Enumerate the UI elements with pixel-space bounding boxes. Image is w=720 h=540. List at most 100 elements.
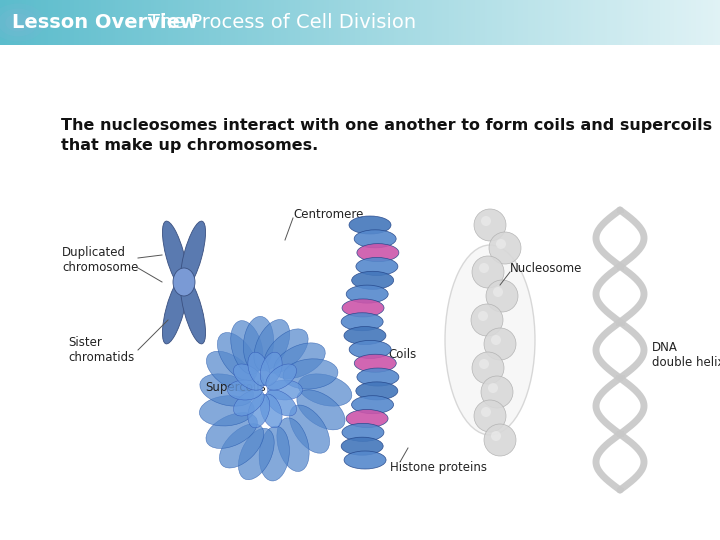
Bar (502, 0, 504, 45)
Bar (2, 0, 5, 45)
Bar (610, 0, 612, 45)
Bar (499, 0, 502, 45)
Bar (394, 0, 396, 45)
Bar (459, 0, 461, 45)
Bar (552, 0, 554, 45)
Bar (583, 0, 585, 45)
Bar (617, 0, 619, 45)
Bar (279, 0, 281, 45)
Ellipse shape (260, 394, 282, 428)
Bar (175, 0, 178, 45)
Bar (619, 0, 621, 45)
Bar (425, 0, 427, 45)
Text: Centromere: Centromere (293, 208, 364, 221)
Bar (624, 0, 626, 45)
Bar (274, 0, 276, 45)
Bar (657, 0, 660, 45)
Bar (351, 0, 353, 45)
Bar (113, 0, 115, 45)
Ellipse shape (297, 390, 345, 430)
Bar (509, 0, 511, 45)
Bar (562, 0, 564, 45)
Bar (648, 0, 650, 45)
Bar (588, 0, 590, 45)
Circle shape (491, 335, 501, 345)
Bar (497, 0, 499, 45)
Ellipse shape (354, 230, 396, 248)
Bar (60, 0, 63, 45)
Bar (81, 0, 84, 45)
Bar (698, 0, 701, 45)
Text: Coils: Coils (388, 348, 416, 361)
Bar (204, 0, 207, 45)
Circle shape (484, 328, 516, 360)
Ellipse shape (248, 394, 270, 428)
Bar (142, 0, 144, 45)
Bar (63, 0, 65, 45)
Bar (423, 0, 425, 45)
Circle shape (489, 232, 521, 264)
Bar (466, 0, 468, 45)
Circle shape (486, 280, 518, 312)
Bar (156, 0, 158, 45)
Bar (223, 0, 225, 45)
Bar (0, 0, 2, 45)
Bar (89, 0, 91, 45)
Bar (305, 0, 307, 45)
Bar (418, 0, 420, 45)
Bar (115, 0, 117, 45)
Bar (110, 0, 113, 45)
Bar (686, 0, 689, 45)
Bar (482, 0, 485, 45)
Bar (665, 0, 667, 45)
Bar (384, 0, 387, 45)
Bar (473, 0, 475, 45)
Bar (590, 0, 593, 45)
Bar (521, 0, 523, 45)
Bar (135, 0, 137, 45)
Bar (187, 0, 189, 45)
Bar (691, 0, 693, 45)
Bar (329, 0, 331, 45)
Ellipse shape (163, 276, 187, 344)
Bar (346, 0, 348, 45)
Ellipse shape (243, 316, 274, 371)
Bar (711, 0, 713, 45)
Bar (315, 0, 317, 45)
Bar (581, 0, 583, 45)
Ellipse shape (207, 351, 255, 391)
Ellipse shape (356, 382, 398, 400)
Bar (559, 0, 562, 45)
Bar (127, 0, 130, 45)
Text: DNA
double helix: DNA double helix (652, 341, 720, 369)
Ellipse shape (206, 413, 257, 448)
Bar (437, 0, 439, 45)
Bar (413, 0, 415, 45)
Bar (48, 0, 50, 45)
Ellipse shape (220, 424, 264, 468)
Circle shape (481, 376, 513, 408)
Bar (5, 0, 7, 45)
Ellipse shape (199, 396, 254, 426)
Text: Supercoils: Supercoils (205, 381, 266, 395)
Bar (228, 0, 230, 45)
Bar (420, 0, 423, 45)
Circle shape (474, 209, 506, 241)
Ellipse shape (445, 245, 535, 435)
Bar (621, 0, 624, 45)
Bar (718, 0, 720, 45)
Bar (662, 0, 665, 45)
Bar (578, 0, 581, 45)
Bar (504, 0, 506, 45)
Bar (348, 0, 351, 45)
Bar (53, 0, 55, 45)
Bar (626, 0, 629, 45)
Circle shape (488, 383, 498, 393)
Circle shape (472, 256, 504, 288)
Bar (415, 0, 418, 45)
Ellipse shape (341, 437, 383, 455)
Bar (365, 0, 367, 45)
Bar (221, 0, 223, 45)
Bar (401, 0, 403, 45)
Bar (439, 0, 441, 45)
